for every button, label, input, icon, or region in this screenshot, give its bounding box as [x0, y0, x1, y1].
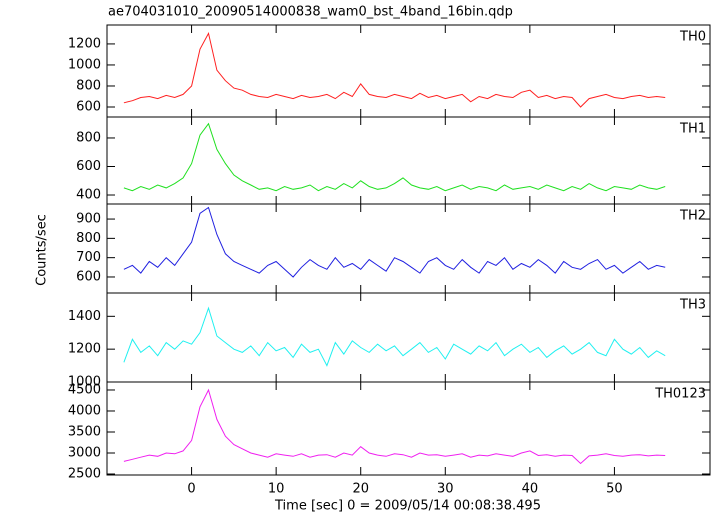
y-tick-label: 600: [76, 159, 101, 174]
panel-label: TH0123: [654, 387, 706, 402]
panel-frame: [106, 116, 711, 205]
panel-frame: [106, 24, 711, 118]
panel-label: TH2: [679, 209, 706, 224]
y-tick-label: 1000: [68, 57, 101, 72]
y-tick-label: 1000: [68, 375, 101, 390]
y-tick-label: 600: [76, 269, 101, 284]
panel-frame: [106, 292, 711, 383]
y-tick-label: 700: [76, 250, 101, 265]
panel-frame: [106, 203, 711, 294]
panel-frame: [106, 381, 711, 476]
x-tick-label: 20: [352, 482, 369, 497]
light-curve: [123, 206, 666, 278]
y-tick-label: 4000: [68, 403, 101, 418]
x-tick-label: 0: [187, 482, 195, 497]
y-tick-label: 4500: [68, 382, 101, 397]
y-tick-label: 400: [76, 188, 101, 203]
x-axis-label: Time [sec] 0 = 2009/05/14 00:08:38.495: [274, 499, 541, 514]
y-tick-label: 800: [76, 231, 101, 246]
panel-label: TH1: [679, 122, 706, 137]
x-tick-label: 10: [268, 482, 285, 497]
light-curve: [123, 306, 666, 367]
x-tick-label: 50: [606, 482, 623, 497]
y-tick-label: 1200: [68, 342, 101, 357]
y-tick-label: 900: [76, 212, 101, 227]
panel-label: TH3: [679, 298, 706, 313]
x-tick-label: 40: [522, 482, 539, 497]
y-tick-label: 1400: [68, 309, 101, 324]
y-tick-label: 3000: [68, 445, 101, 460]
chart-title: ae704031010_20090514000838_wam0_bst_4ban…: [108, 5, 513, 20]
y-tick-label: 2500: [68, 466, 101, 481]
y-tick-label: 800: [76, 78, 101, 93]
y-tick-label: 1200: [68, 36, 101, 51]
light-curve: [123, 388, 666, 465]
light-curve: [123, 31, 666, 108]
light-curve: [123, 122, 666, 192]
y-axis-label: Counts/sec: [35, 214, 50, 286]
y-tick-label: 800: [76, 130, 101, 145]
y-tick-label: 600: [76, 100, 101, 115]
y-tick-label: 3500: [68, 424, 101, 439]
panel-label: TH0: [679, 30, 706, 45]
x-tick-label: 30: [437, 482, 454, 497]
